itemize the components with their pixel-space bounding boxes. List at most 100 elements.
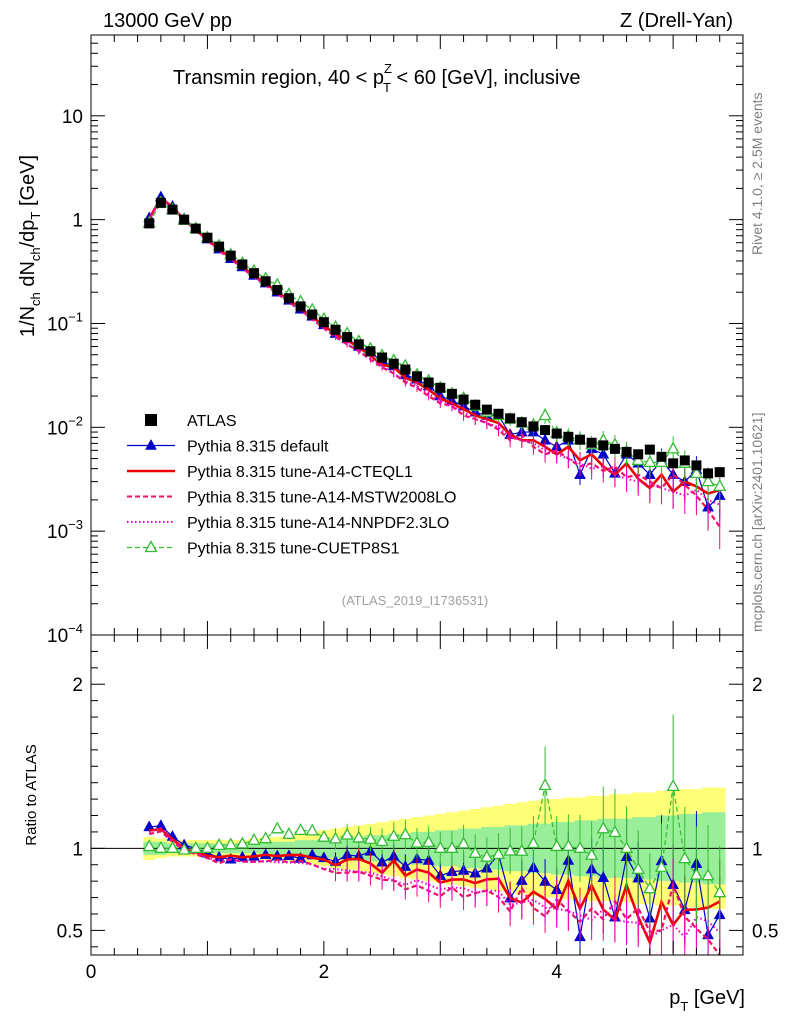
atlas-point (703, 468, 714, 479)
atlas-point (575, 434, 585, 445)
atlas-point (155, 197, 166, 208)
atlas-point (190, 223, 201, 234)
series-5-ratio-point (235, 836, 249, 849)
legend-label: ATLAS (187, 413, 237, 430)
legend-swatch (145, 414, 157, 426)
series-5-ratio-point (701, 868, 715, 881)
series-5-ratio-point (654, 859, 669, 872)
atlas-point (202, 232, 213, 243)
ratio-y-tick-label-right: 2 (752, 675, 763, 696)
series-5-ratio-point (375, 834, 389, 846)
atlas-point (272, 285, 283, 296)
atlas-point (307, 309, 318, 320)
atlas-point (621, 446, 632, 457)
series-5-ratio-point (212, 838, 226, 850)
series-5-ratio-point (340, 827, 354, 840)
series-4-line (148, 196, 721, 506)
legend-entry: Pythia 8.315 tune-A14-CTEQL1 (127, 464, 413, 481)
main-y-tick-label: 10−4 (47, 621, 83, 647)
main-marks (142, 190, 727, 550)
series-5-ratio-point (515, 843, 529, 856)
atlas-point (435, 382, 446, 393)
legend-entry: ATLAS (145, 413, 237, 430)
series-5-ratio-point (573, 840, 587, 853)
ratio-panel: 0.5 0.5 1 1 2 2 0 2 4 Ratio to ATLAS pT [GeV] (23, 634, 778, 1014)
atlas-point (586, 437, 597, 448)
ratio-y-tick-label-right: 1 (752, 839, 763, 860)
atlas-point (505, 413, 516, 424)
mcplots-label: mcplots.cern.ch [arXiv:2401.10621] (749, 413, 765, 632)
series-5-point (689, 466, 704, 479)
ratio-y-tick-label: 2 (72, 675, 83, 696)
legend-label: Pythia 8.315 tune-CUETP8S1 (187, 541, 400, 558)
main-y-tick-label: 10 (62, 107, 83, 128)
legend-entry: Pythia 8.315 tune-A14-NNPDF2.3LO (127, 515, 449, 532)
series-5-point (643, 454, 657, 467)
series-5-ratio-point (189, 840, 203, 853)
legend: ATLAS Pythia 8.315 default Pythia 8.315 tu… (127, 413, 456, 558)
atlas-point (481, 404, 492, 415)
x-tick-label: 2 (319, 962, 330, 983)
series-5-ratio-point (282, 826, 296, 839)
series-5-ratio-point (398, 827, 412, 840)
atlas-point (412, 371, 422, 382)
x-axis-label: pT [GeV] (669, 987, 745, 1014)
atlas-point (493, 408, 504, 419)
series-5-ratio-point (410, 835, 424, 848)
atlas-point (330, 324, 341, 335)
series-5-ratio-point (142, 839, 156, 852)
series-1-ratio-point (143, 820, 156, 832)
atlas-point (295, 301, 306, 312)
atlas-point (609, 443, 620, 454)
series-5-point (701, 474, 715, 487)
atlas-point (249, 268, 259, 279)
atlas-point (144, 218, 155, 229)
main-y-tick-label: 10−1 (47, 309, 83, 335)
header-left: 13000 GeV pp (103, 10, 232, 32)
series-5-ratio-point (561, 838, 575, 851)
series-5-ratio-point (526, 836, 541, 849)
atlas-point (318, 317, 329, 328)
atlas-point (668, 458, 679, 469)
series-5-ratio-point (503, 843, 517, 856)
series-5-ratio-point (387, 828, 401, 841)
series-5-point (538, 408, 552, 421)
atlas-point (260, 276, 271, 287)
main-y-ticks: 10 1 10−1 10−2 10−3 10−4 (47, 34, 744, 647)
series-5-ratio-point (631, 861, 645, 874)
series-5-ratio-point (293, 823, 308, 835)
series-5-ratio-point (596, 821, 610, 834)
series-5-ratio-point (619, 840, 634, 853)
series-5-ratio-point (422, 834, 436, 847)
series-5-ratio-point (154, 840, 168, 853)
ratio-y-tick-label: 1 (72, 839, 83, 860)
series-5-ratio-point (165, 840, 180, 853)
series-5-ratio-point (456, 836, 471, 849)
analysis-watermark: (ATLAS_2019_I1736531) (342, 593, 488, 608)
series-5-ratio-point (317, 829, 331, 842)
atlas-point (644, 444, 655, 455)
atlas-point (167, 204, 178, 215)
series-5-ratio-point (643, 881, 657, 894)
atlas-point (283, 293, 294, 304)
atlas-point (353, 339, 364, 350)
atlas-point (214, 241, 225, 252)
atlas-point (714, 467, 725, 478)
series-5-ratio-point (480, 849, 494, 862)
ratio-axis-ticks: 0.5 0.5 1 1 2 2 0 2 4 (57, 635, 778, 983)
series-4-ratio-line (148, 826, 721, 939)
atlas-point (388, 358, 399, 369)
series-5-ratio-point (445, 840, 459, 853)
main-y-tick-label: 1 (72, 211, 83, 232)
series-5-ratio-line (149, 785, 721, 894)
atlas-point (237, 259, 248, 270)
legend-label: Pythia 8.315 tune-A14-CTEQL1 (187, 464, 413, 481)
ratio-y-tick-label-right: 0.5 (752, 921, 778, 942)
series-5-ratio-point (247, 832, 261, 845)
series-2-ratio-line (149, 827, 721, 947)
atlas-point (342, 332, 353, 343)
series-5-ratio-point (550, 839, 564, 852)
ratio-marks (91, 714, 743, 956)
series-5-ratio-point (305, 823, 319, 836)
